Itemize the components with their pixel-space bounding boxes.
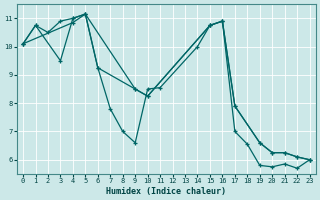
X-axis label: Humidex (Indice chaleur): Humidex (Indice chaleur)	[106, 187, 226, 196]
